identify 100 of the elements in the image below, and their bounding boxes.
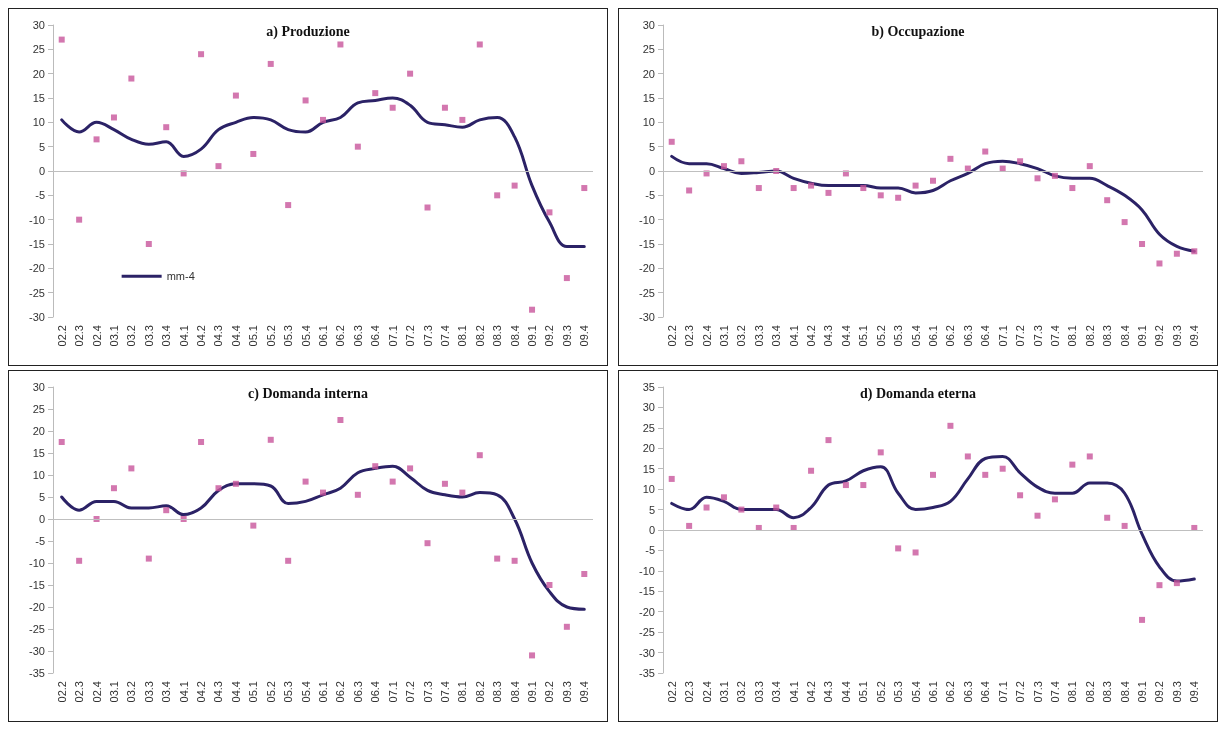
point [476, 452, 483, 459]
point [895, 194, 902, 201]
y-tick-label: 10 [32, 469, 45, 481]
x-tick-label: 02.2 [55, 325, 68, 347]
x-tick-label: 03.2 [735, 325, 748, 347]
point [738, 158, 745, 165]
point [1086, 453, 1093, 460]
point [1191, 248, 1198, 255]
y-tick-label: 5 [648, 503, 655, 516]
x-tick-label: 04.4 [839, 681, 852, 703]
x-tick-label: 05.1 [247, 325, 260, 347]
point [267, 60, 274, 67]
point [860, 482, 867, 489]
x-tick-label: 02.4 [700, 325, 713, 347]
x-tick-label: 03.3 [752, 325, 765, 347]
point [1017, 158, 1024, 165]
y-tick-label: -35 [29, 667, 45, 679]
point [128, 465, 135, 472]
point [285, 557, 292, 564]
point [1156, 582, 1163, 589]
x-tick-label: 04.2 [195, 325, 208, 347]
point [58, 36, 65, 43]
point [476, 41, 483, 48]
point [808, 467, 815, 474]
point [250, 150, 257, 157]
point [110, 485, 117, 492]
y-tick-label: -25 [639, 626, 655, 639]
y-tick-label: 0 [38, 513, 45, 525]
point [668, 138, 675, 145]
x-tick-label: 08.1 [456, 681, 469, 703]
y-tick-label: 35 [642, 381, 655, 393]
y-tick-label: 0 [648, 524, 655, 536]
y-tick-label: 30 [642, 401, 655, 414]
x-tick-label: 03.4 [160, 681, 173, 703]
x-tick-label: 06.2 [334, 681, 347, 703]
y-tick-label: 15 [642, 462, 655, 475]
x-tick-label: 08.3 [491, 325, 504, 347]
point [1051, 496, 1058, 503]
x-tick-label: 07.3 [421, 325, 434, 347]
point [1173, 580, 1180, 587]
x-tick-label: 07.1 [386, 681, 399, 703]
y-tick-label: -30 [29, 311, 45, 323]
point [773, 504, 780, 511]
point [511, 182, 518, 189]
x-tick-label: 02.3 [73, 325, 86, 347]
x-tick-label: 07.2 [1014, 325, 1027, 347]
point [1156, 260, 1163, 267]
y-tick-label: 30 [32, 19, 45, 31]
x-tick-label: 02.2 [665, 325, 678, 347]
x-tick-label: 06.2 [334, 325, 347, 347]
legend-label: mm-4 [166, 270, 195, 283]
x-tick-label: 08.2 [473, 325, 486, 347]
point [320, 116, 326, 123]
y-tick-label: 5 [38, 491, 45, 503]
x-tick-label: 08.1 [1066, 325, 1079, 347]
x-tick-label: 05.1 [857, 325, 870, 347]
x-tick-label: 04.1 [177, 325, 190, 347]
x-tick-label: 06.4 [369, 681, 382, 703]
x-tick-label: 03.2 [735, 681, 748, 703]
point [424, 204, 431, 211]
x-tick-label: 05.2 [874, 681, 887, 703]
point [250, 522, 257, 529]
x-tick-label: 02.2 [55, 681, 68, 703]
chart-title: a) Produzione [266, 23, 350, 40]
x-tick-label: 05.1 [857, 681, 870, 703]
x-tick-label: 08.4 [1118, 325, 1131, 347]
point [982, 471, 989, 478]
x-tick-label: 02.4 [90, 325, 103, 347]
point [232, 92, 239, 99]
point [145, 241, 152, 247]
x-tick-label: 07.2 [404, 325, 417, 347]
x-tick-label: 03.1 [717, 681, 730, 703]
point [302, 97, 309, 104]
point [337, 417, 344, 423]
y-tick-label: -25 [639, 286, 655, 299]
point [755, 185, 762, 192]
x-tick-label: 04.1 [787, 681, 800, 703]
x-tick-label: 06.2 [944, 325, 957, 347]
x-tick-label: 04.1 [787, 325, 800, 347]
x-tick-label: 07.2 [404, 681, 417, 703]
x-tick-label: 08.4 [508, 325, 521, 347]
point [145, 555, 152, 562]
x-tick-label: 08.2 [1083, 325, 1096, 347]
y-tick-label: -30 [639, 311, 655, 323]
x-tick-label: 07.4 [1048, 325, 1061, 347]
y-tick-label: 10 [32, 116, 45, 129]
y-tick-label: 20 [642, 67, 655, 80]
x-tick-label: 06.3 [351, 681, 364, 703]
point [529, 652, 536, 659]
x-tick-label: 04.2 [195, 681, 208, 703]
y-tick-label: 10 [642, 483, 655, 496]
x-tick-label: 05.4 [299, 325, 312, 347]
point [198, 51, 205, 58]
y-tick-label: 5 [38, 140, 45, 153]
x-tick-label: 09.4 [1188, 681, 1201, 703]
point [198, 439, 205, 445]
x-tick-label: 09.3 [560, 681, 573, 703]
x-tick-label: 08.1 [1066, 681, 1079, 703]
y-tick-label: -10 [639, 213, 655, 226]
x-tick-label: 02.2 [665, 681, 678, 703]
